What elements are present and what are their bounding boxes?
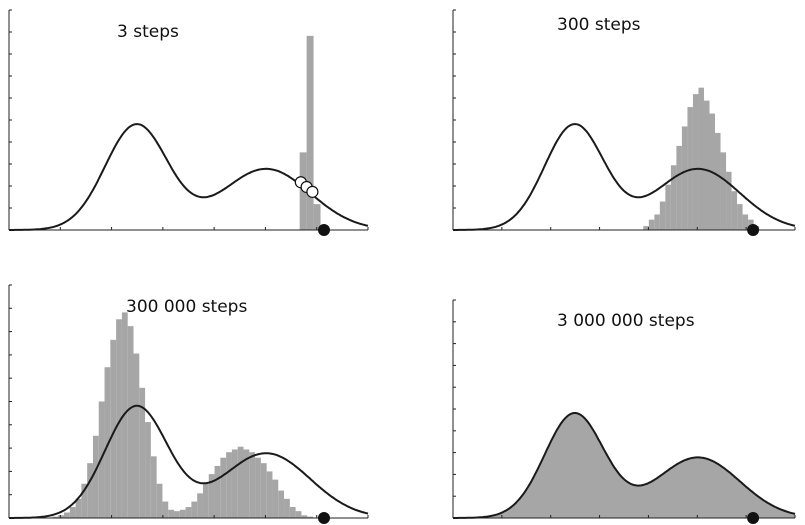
target-density-curve xyxy=(453,412,796,519)
panel-title: 300 steps xyxy=(557,15,641,35)
histogram-bar xyxy=(191,501,198,518)
histogram-bar xyxy=(185,507,192,518)
histogram-bar xyxy=(698,87,704,230)
chain-start-marker xyxy=(747,512,760,524)
histogram-bar xyxy=(278,490,285,518)
panel-title: 3 000 000 steps xyxy=(557,311,695,331)
histogram-bar xyxy=(260,463,267,518)
histogram-bar xyxy=(214,465,221,518)
histogram-bar xyxy=(87,463,93,518)
histogram-bar xyxy=(648,219,655,230)
histogram-bar xyxy=(643,226,649,230)
histogram-bar xyxy=(104,367,111,518)
panel-300-steps: 300 steps xyxy=(452,9,796,236)
histogram-bar xyxy=(731,191,738,230)
histogram-bar xyxy=(231,449,238,518)
histogram-bar xyxy=(156,483,163,518)
histogram-bar xyxy=(127,326,134,518)
histogram-bar xyxy=(139,387,146,518)
histogram-bar xyxy=(249,452,256,518)
histogram-bar xyxy=(726,171,732,230)
histogram-bar xyxy=(681,126,688,230)
histogram-bar xyxy=(703,100,710,231)
histogram-bar xyxy=(145,422,151,518)
histogram-bar xyxy=(81,483,88,518)
histogram-bar xyxy=(92,435,99,518)
histogram-bar xyxy=(284,498,290,518)
histogram-bar xyxy=(720,152,727,230)
histogram-bar xyxy=(301,515,308,518)
histogram-bar xyxy=(208,474,215,518)
histogram-bar xyxy=(64,512,70,518)
histogram-bar xyxy=(220,457,227,518)
histogram-bar xyxy=(742,214,749,230)
histogram-bar xyxy=(737,204,743,230)
histogram-bar xyxy=(665,184,671,230)
histogram-bar xyxy=(58,515,65,518)
histogram-bar xyxy=(670,165,677,230)
histogram-bar xyxy=(133,353,140,518)
histogram-bar xyxy=(179,509,186,518)
chain-start-marker xyxy=(317,224,330,236)
histogram-bar xyxy=(197,493,203,518)
histogram-bar xyxy=(226,452,232,518)
chain-start-marker xyxy=(317,512,330,524)
histogram-bar xyxy=(307,516,313,518)
panel-300000-steps: 300 000 steps xyxy=(8,284,369,524)
histogram-bar xyxy=(168,509,175,518)
histogram-bar xyxy=(687,107,693,230)
histogram-bar xyxy=(266,471,273,518)
histogram-bar xyxy=(237,446,244,518)
panel-3-steps: 3 steps xyxy=(8,9,369,236)
histogram-bar xyxy=(110,339,117,518)
histogram-bar xyxy=(202,483,209,518)
histogram-bar xyxy=(52,516,59,518)
histogram-bar xyxy=(289,507,296,518)
histogram-bar xyxy=(692,94,699,230)
chain-step-marker xyxy=(306,185,319,198)
histogram-bar xyxy=(313,204,321,230)
panel-title: 300 000 steps xyxy=(126,297,247,317)
panel-3000000-steps: 3 000 000 steps xyxy=(452,299,796,524)
panel-title: 3 steps xyxy=(117,22,179,42)
histogram-bar xyxy=(116,319,122,518)
histogram-bar xyxy=(243,449,250,518)
histogram-bar xyxy=(162,501,169,518)
histogram-bar xyxy=(174,511,180,518)
histogram-bar xyxy=(69,507,76,518)
histogram-bar xyxy=(715,132,721,230)
histogram-bar xyxy=(676,145,682,230)
histogram-bar xyxy=(75,498,82,518)
histogram-area xyxy=(453,413,795,518)
chain-start-marker xyxy=(747,224,760,236)
histogram-bar xyxy=(295,511,302,518)
histogram-bar xyxy=(272,479,279,518)
histogram-bar xyxy=(306,35,314,230)
histogram-bar xyxy=(255,457,261,518)
target-density-curve xyxy=(453,123,796,231)
histogram-bar xyxy=(659,201,666,230)
histogram-bar xyxy=(654,214,660,230)
target-density-curve xyxy=(9,404,369,519)
histogram-bar xyxy=(150,456,157,518)
